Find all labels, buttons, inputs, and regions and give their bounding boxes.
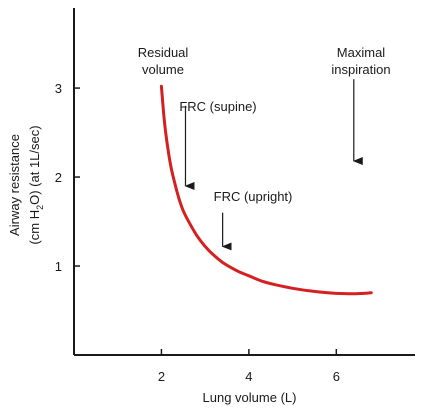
y-tick-label: 1: [55, 259, 62, 274]
annotation-frc-supine: FRC (supine): [179, 99, 256, 114]
y-axis-label: Airway resistance (cm H2O) (at 1L/sec): [7, 125, 45, 244]
x-axis-label: Lung volume (L): [203, 390, 297, 405]
x-tick-label: 4: [245, 369, 252, 384]
y-tick-label: 3: [55, 81, 62, 96]
y-tick-label: 2: [55, 170, 62, 185]
annotation-maximal-inspiration: Maximal inspiration: [331, 45, 390, 77]
annotation-frc-upright-label: FRC (upright): [214, 189, 293, 204]
axes: [73, 8, 415, 356]
annotation-residual-line1: Residual: [138, 45, 189, 60]
y-axis-label-line1: Airway resistance: [7, 134, 22, 236]
annotation-frc-supine-label: FRC (supine): [179, 99, 256, 114]
resistance-curve: [159, 84, 373, 296]
annotation-frc-upright: FRC (upright): [214, 189, 293, 204]
annotation-maximal-line2: inspiration: [331, 62, 390, 77]
y-axis-label-prefix: (cm H: [27, 210, 42, 245]
y-axis-label-subscript: 2: [35, 205, 45, 210]
ticks: 2 4 6 1 2 3: [55, 81, 340, 384]
x-tick-label: 2: [158, 369, 165, 384]
annotation-maximal-line1: Maximal: [337, 45, 386, 60]
annotation-layer: Residual volume Maximal inspiration FRC …: [138, 45, 391, 251]
annotation-residual-volume: Residual volume: [138, 45, 189, 77]
y-axis-label-line2: (cm H2O) (at 1L/sec): [27, 125, 45, 244]
y-axis-label-suffix: O) (at 1L/sec): [27, 125, 42, 204]
annotation-residual-line2: volume: [142, 62, 184, 77]
series-layer: [159, 84, 373, 296]
x-tick-label: 6: [333, 369, 340, 384]
